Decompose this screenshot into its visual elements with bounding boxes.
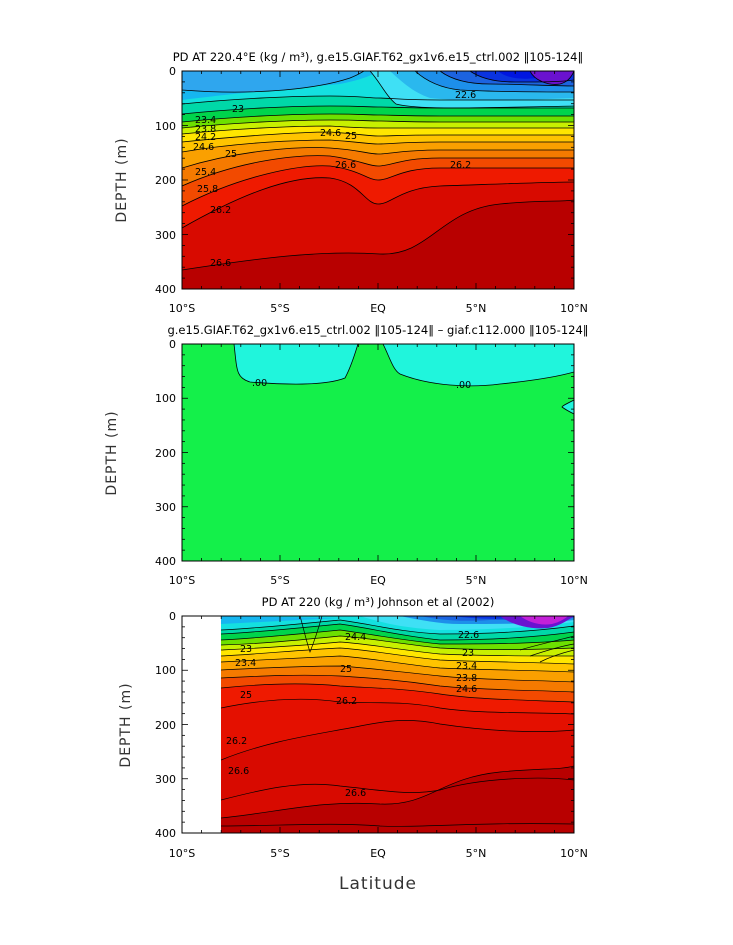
x-tick: 5°S: [270, 574, 289, 587]
y-tick: 200: [155, 447, 176, 460]
panel-1-contour-labels: 23 23.4 23.8 24.2 24.6 25 25.4 25.8 26.2…: [193, 90, 476, 269]
contour-label: 24.4: [345, 632, 366, 643]
y-tick: 300: [155, 773, 176, 786]
contour-label: 23.4: [235, 658, 256, 669]
contour-label: 24.6: [320, 128, 341, 139]
panel-3-contour-labels: 23 23.4 25 26.2 26.6 24.4 22.6 23 23.4 2…: [226, 630, 479, 799]
contour-label: 26.2: [336, 696, 357, 707]
y-tick: 200: [155, 719, 176, 732]
panel-3-field: [221, 616, 574, 833]
y-tick: 100: [155, 120, 176, 133]
contour-label: 26.6: [345, 788, 366, 799]
panel-2-contour-labels: .00 .00: [252, 378, 471, 391]
contour-label: 25: [340, 664, 352, 675]
x-tick: 5°S: [270, 847, 289, 860]
contour-label: 24.6: [193, 142, 214, 153]
x-tick: 10°N: [560, 847, 588, 860]
contour-label: .00: [252, 378, 267, 389]
contour-label: 24.6: [456, 684, 477, 695]
panel-3-title: PD AT 220 (kg / m³) Johnson et al (2002): [262, 595, 495, 609]
contour-label: 23.4: [195, 115, 216, 126]
contour-label: 26.6: [228, 766, 249, 777]
panel-1-ylabel: DEPTH (m): [114, 137, 130, 222]
contour-label: 25: [225, 149, 237, 160]
y-tick: 400: [155, 827, 176, 840]
contour-label: 24.2: [195, 132, 216, 143]
contour-label: 23.8: [195, 124, 216, 135]
x-tick: 5°S: [270, 302, 289, 315]
x-tick: 5°N: [466, 302, 487, 315]
contour-label: 25: [345, 131, 357, 142]
y-tick: 400: [155, 555, 176, 568]
contour-label: 25.8: [197, 184, 218, 195]
contour-label: 26.6: [335, 160, 356, 171]
contour-label: 22.6: [455, 90, 476, 101]
panel-2-ylabel: DEPTH (m): [104, 410, 120, 495]
contour-label: 23: [232, 104, 244, 115]
panel-1-field: [182, 71, 574, 289]
contour-label: 22.6: [458, 630, 479, 641]
x-tick: EQ: [370, 847, 386, 860]
y-tick: 0: [169, 65, 176, 78]
panel-2-title: g.e15.GIAF.T62_gx1v6.e15_ctrl.002 ‖105-1…: [167, 323, 588, 337]
panel-1-model-density: PD AT 220.4°E (kg / m³), g.e15.GIAF.T62_…: [114, 50, 588, 315]
contour-label: 25.4: [195, 167, 216, 178]
x-tick: 10°S: [169, 574, 195, 587]
panel-2-difference: g.e15.GIAF.T62_gx1v6.e15_ctrl.002 ‖105-1…: [104, 323, 589, 587]
panel-3-observed-density: PD AT 220 (kg / m³) Johnson et al (2002): [118, 595, 588, 860]
panel-2-field: [182, 344, 574, 561]
contour-label: 26.2: [450, 160, 471, 171]
x-tick: EQ: [370, 574, 386, 587]
contour-label: .00: [456, 380, 471, 391]
panel-2-axes: DEPTH (m) 0 100 200 300 400 10°S 5°S EQ …: [104, 338, 588, 587]
y-tick: 0: [169, 610, 176, 623]
tick-marks: [181, 70, 575, 834]
y-tick: 200: [155, 174, 176, 187]
x-axis-label: Latitude: [339, 874, 417, 894]
contour-label: 23: [240, 644, 252, 655]
contour-label: 23.4: [456, 661, 477, 672]
x-tick: 10°N: [560, 574, 588, 587]
contour-label: 26.6: [210, 258, 231, 269]
y-tick: 400: [155, 283, 176, 296]
x-tick: 5°N: [466, 574, 487, 587]
panel-3-ylabel: DEPTH (m): [118, 682, 134, 767]
x-tick: 10°N: [560, 302, 588, 315]
x-tick: 10°S: [169, 847, 195, 860]
y-tick: 300: [155, 229, 176, 242]
contour-label: 23: [462, 648, 474, 659]
contour-label: 26.2: [226, 736, 247, 747]
contour-label: 23.8: [456, 673, 477, 684]
x-tick: 10°S: [169, 302, 195, 315]
y-tick: 100: [155, 392, 176, 405]
x-tick: 5°N: [466, 847, 487, 860]
y-tick: 300: [155, 501, 176, 514]
y-tick: 0: [169, 338, 176, 351]
x-tick: EQ: [370, 302, 386, 315]
contour-label: 25: [240, 690, 252, 701]
panel-3-axes: DEPTH (m) 0 100 200 300 400 10°S 5°S EQ …: [118, 610, 588, 860]
y-tick: 100: [155, 664, 176, 677]
contour-label: 26.2: [210, 205, 231, 216]
panel-1-title: PD AT 220.4°E (kg / m³), g.e15.GIAF.T62_…: [173, 50, 583, 64]
